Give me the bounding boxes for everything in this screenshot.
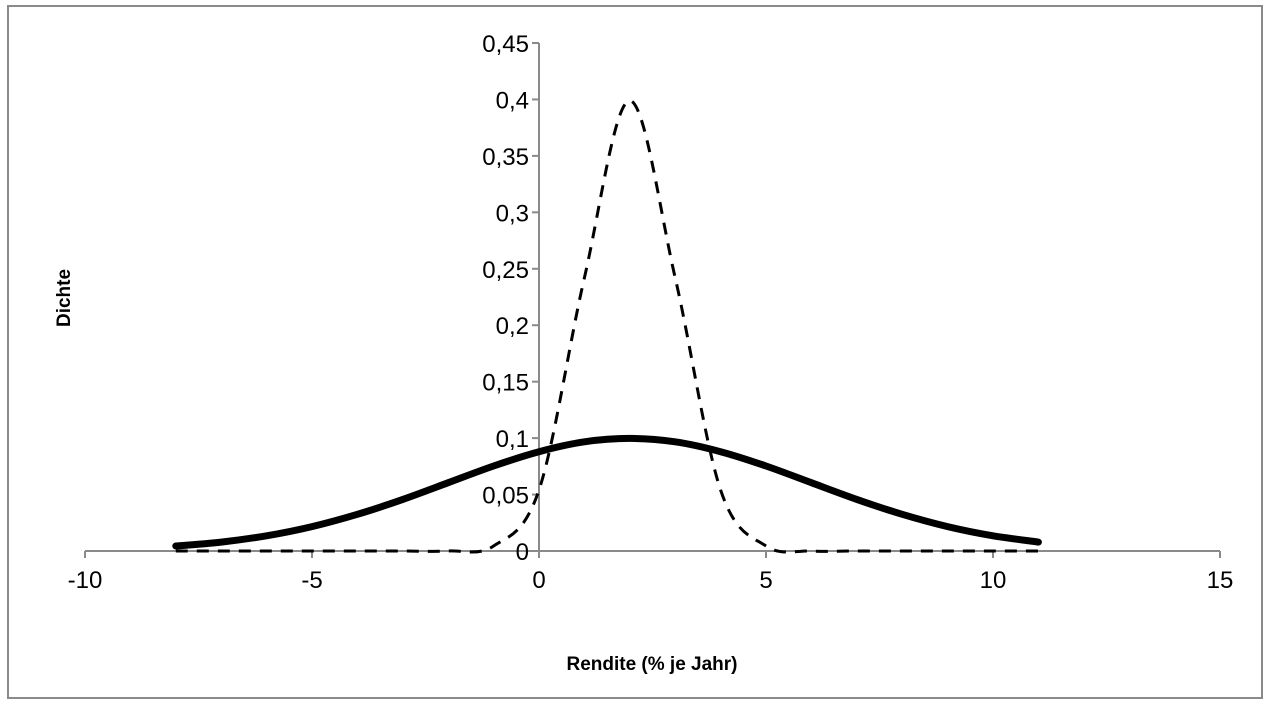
x-tick-label: -10: [68, 567, 103, 594]
y-tick-label: 0,2: [496, 313, 529, 340]
chart-border: [7, 5, 1263, 699]
y-tick-label: 0,25: [482, 257, 529, 284]
y-axis-title: Dichte: [54, 269, 75, 327]
x-tick-label: 15: [1207, 567, 1234, 594]
series-solid-line: [172, 434, 1042, 550]
y-tick-label: 0,3: [496, 200, 529, 227]
x-tick-label: -5: [301, 567, 322, 594]
y-tick-label: 0,15: [482, 370, 529, 397]
y-tick-label: 0: [516, 539, 529, 566]
y-tick-label: 0,4: [496, 87, 529, 114]
x-tick-label: 0: [532, 567, 545, 594]
series-dashed-line: [175, 99, 1039, 554]
x-tick-label: 10: [980, 567, 1007, 594]
y-tick-label: 0,45: [482, 31, 529, 58]
x-axis-title: Rendite (% je Jahr): [566, 654, 737, 675]
tick-labels: -10 -5 0 5 10 15 0 0,05 0,1 0,15 0,2 0,25 0,3 0,35 0,4…: [68, 31, 1234, 594]
y-tick-label: 0,1: [496, 426, 529, 453]
x-tick-label: 5: [759, 567, 772, 594]
series-layer: [172, 99, 1042, 554]
y-tick-label: 0,35: [482, 144, 529, 171]
y-tick-label: 0,05: [482, 483, 529, 510]
